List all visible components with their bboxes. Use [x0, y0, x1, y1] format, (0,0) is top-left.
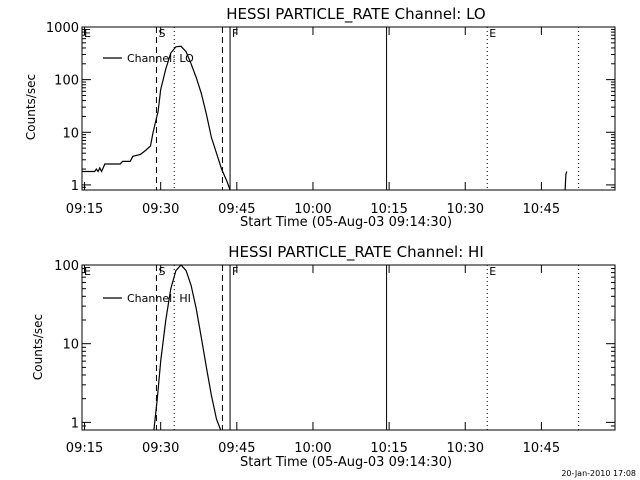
legend: Channel: LO [103, 52, 194, 65]
x-tick-label: 09:45 [218, 441, 255, 456]
series-line [564, 171, 568, 191]
y-tick-label: 10 [62, 126, 79, 141]
axes-layer: 09:15 09:30 09:45 10:00 10:15 10:30 10:45 1 10 10… [46, 21, 615, 217]
marker-label: F [232, 265, 238, 278]
x-axis-label: Start Time (05-Aug-03 09:14:30) [240, 455, 452, 470]
x-tick-label: 10:15 [370, 202, 407, 217]
legend: Channel: HI [103, 292, 191, 305]
x-tick-label: 10:00 [294, 202, 331, 217]
x-tick-label: 10:30 [447, 202, 484, 217]
y-tick-label: 10 [62, 338, 79, 353]
x-tick-label: 09:30 [142, 202, 179, 217]
axes-layer: 09:15 09:30 09:45 10:00 10:15 10:30 10:45 1 10 10… [54, 259, 615, 456]
y-axis-label: Counts/sec [24, 74, 38, 140]
x-tick-label: 10:00 [294, 441, 331, 456]
x-tick-label: 10:45 [523, 441, 560, 456]
x-tick-label: 10:15 [370, 441, 407, 456]
x-tick-label: 10:45 [523, 202, 560, 217]
y-tick-label: 1000 [46, 21, 79, 36]
legend-label: Channel: HI [127, 292, 191, 305]
marker-label: S [158, 265, 165, 278]
x-tick-label: 09:15 [66, 441, 103, 456]
x-tick-label: 09:30 [142, 441, 179, 456]
chart-panel-lo: HESSI PARTICLE_RATE Channel: LO Counts/s… [24, 5, 616, 230]
marker-label: F [232, 27, 238, 40]
chart-title: HESSI PARTICLE_RATE Channel: LO [226, 5, 485, 24]
series-layer [82, 45, 568, 191]
chart-title: HESSI PARTICLE_RATE Channel: HI [228, 243, 484, 262]
y-tick-label: 100 [54, 259, 79, 274]
date-stamp: 20-Jan-2010 17:08 [561, 469, 636, 478]
marker-label: S [158, 27, 165, 40]
x-tick-label: 09:15 [66, 202, 103, 217]
series-layer [153, 264, 222, 431]
marker-label: E [84, 27, 91, 40]
plot-frame [81, 26, 616, 191]
x-tick-label: 10:30 [447, 441, 484, 456]
series-line [82, 45, 231, 191]
chart-panel-hi: HESSI PARTICLE_RATE Channel: HI Counts/s… [31, 243, 616, 470]
marker-label: E [84, 265, 91, 278]
series-line [153, 264, 222, 431]
y-tick-label: 100 [54, 74, 79, 89]
legend-label: Channel: LO [127, 52, 194, 65]
y-axis-label: Counts/sec [31, 314, 45, 380]
marker-label: E [489, 265, 496, 278]
y-tick-label: 1 [71, 179, 79, 194]
marker-label: E [489, 27, 496, 40]
x-tick-label: 09:45 [218, 202, 255, 217]
y-tick-label: 1 [71, 416, 79, 431]
x-axis-label: Start Time (05-Aug-03 09:14:30) [240, 215, 452, 230]
